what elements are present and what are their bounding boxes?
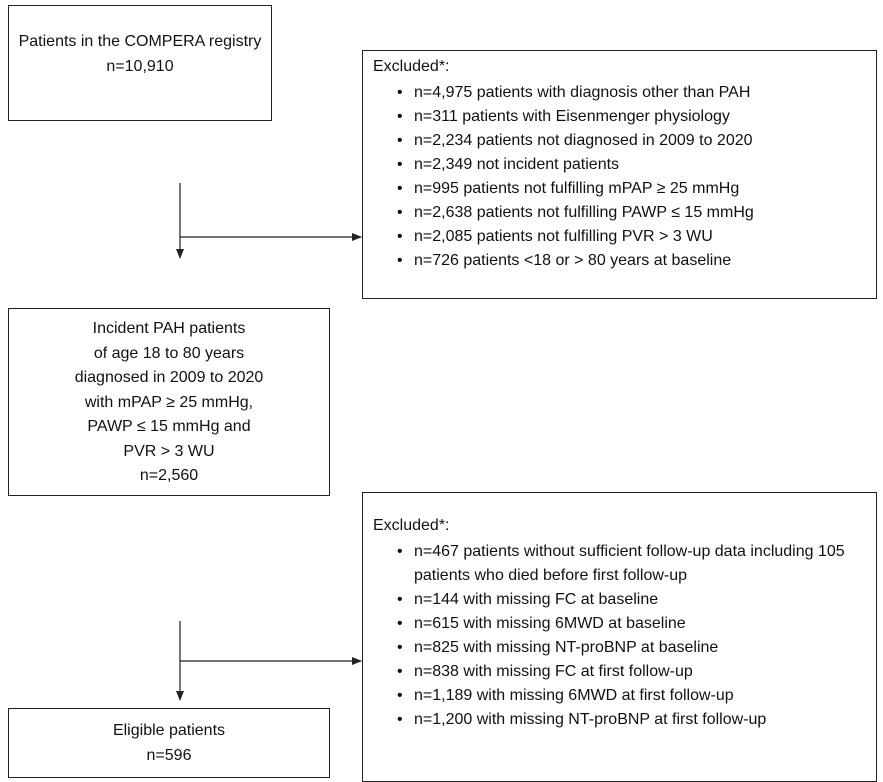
exclusion-list: n=4,975 patients with diagnosis other th… bbox=[373, 81, 849, 273]
exclusion-item: n=2,085 patients not fulfilling PVR > 3 … bbox=[397, 225, 849, 249]
node-text: Eligible patients bbox=[112, 722, 226, 739]
node-text: n=596 bbox=[146, 746, 192, 764]
node-text: of age 18 to 80 years bbox=[93, 344, 245, 362]
node-text: n=2,560 bbox=[139, 467, 199, 484]
exclusion-item: n=825 with missing NT-proBNP at baseline bbox=[397, 636, 849, 660]
node-text: with mPAP ≥ 25 mmHg, bbox=[84, 393, 254, 411]
exclusion-item: n=2,638 patients not fulfilling PAWP ≤ 1… bbox=[397, 201, 849, 225]
exclusion-item: n=995 patients not fulfilling mPAP ≥ 25 … bbox=[397, 177, 849, 201]
exclusion-title: Excluded*: bbox=[373, 58, 450, 75]
registry-box: Patients in the COMPERA registry n=10,910 bbox=[8, 5, 272, 121]
node-text: Patients in the COMPERA registry bbox=[18, 33, 262, 50]
exclusion-item: n=144 with missing FC at baseline bbox=[397, 588, 849, 612]
exclusion-title: Excluded*: bbox=[373, 517, 450, 534]
node-text: diagnosed in 2009 to 2020 bbox=[74, 369, 264, 386]
exclusion-item: n=1,200 with missing NT-proBNP at first … bbox=[397, 708, 849, 732]
exclusion-box: Excluded*: n=467 patients without suffici… bbox=[362, 492, 877, 782]
incident-box: Incident PAH patients of age 18 to 80 yea… bbox=[8, 308, 330, 496]
exclusion-item: n=726 patients <18 or > 80 years at base… bbox=[397, 249, 849, 273]
exclusion-item: n=311 patients with Eisenmenger physiolo… bbox=[397, 105, 849, 129]
node-text: PAWP ≤ 15 mmHg and bbox=[87, 418, 251, 435]
node-text: PVR > 3 WU bbox=[123, 442, 215, 460]
exclusion-item: n=4,975 patients with diagnosis other th… bbox=[397, 81, 849, 105]
exclusion-item: n=2,234 patients not diagnosed in 2009 t… bbox=[397, 129, 849, 153]
exclusion-item: n=467 patients without sufficient follow… bbox=[397, 540, 849, 588]
exclusion-item: n=838 with missing FC at first follow-up bbox=[397, 660, 849, 684]
node-text: Incident PAH patients bbox=[92, 320, 246, 337]
exclusion-item: n=2,349 not incident patients bbox=[397, 153, 849, 177]
node-text: n=10,910 bbox=[106, 57, 174, 75]
exclusion-list: n=467 patients without sufficient follow… bbox=[373, 540, 849, 732]
eligible-box: Eligible patients n=596 bbox=[8, 708, 330, 778]
exclusion-item: n=615 with missing 6MWD at baseline bbox=[397, 612, 849, 636]
exclusion-box: Excluded*: n=4,975 patients with diagnosi… bbox=[362, 50, 877, 299]
exclusion-item: n=1,189 with missing 6MWD at first follo… bbox=[397, 684, 849, 708]
